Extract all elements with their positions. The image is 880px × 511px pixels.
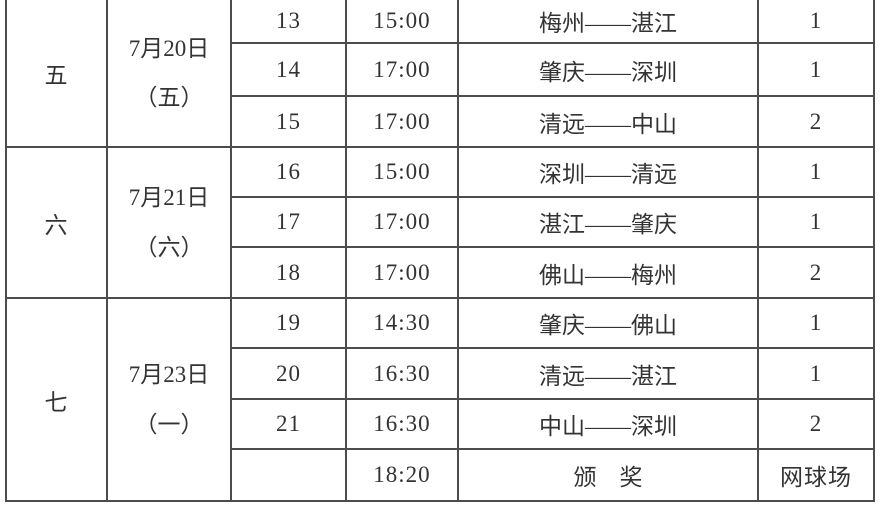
match-no-cell: 17: [230, 196, 347, 248]
date-line-2: （六）: [134, 234, 204, 260]
pairing-cell: 湛江——肇庆: [457, 196, 759, 248]
pairing-cell: 清远——湛江: [457, 347, 759, 400]
schedule-row: 七 7月23日 （一） 19 14:30 肇庆——佛山 1: [5, 297, 875, 502]
pairing-cell: 佛山——梅州: [457, 246, 759, 299]
pairing-cell: 中山——深圳: [457, 398, 759, 450]
court-cell: 1: [757, 196, 875, 248]
pairing-cell: 肇庆——佛山: [457, 297, 759, 349]
date-line-1: 7月21日: [128, 185, 210, 211]
date-line-2: （一）: [134, 411, 204, 437]
court-cell: 1: [757, 347, 875, 400]
date-cell: 7月23日 （一）: [106, 297, 232, 502]
schedule-row: 17 17:00 湛江——肇庆 1: [6, 196, 875, 248]
match-no-cell: 20: [230, 347, 347, 400]
court-cell: 1: [757, 297, 875, 349]
time-cell: 17:00: [345, 95, 459, 148]
date-cell: 7月21日 （六）: [106, 146, 232, 299]
time-cell: 17:00: [345, 42, 459, 97]
match-schedule-table: 五 7月20日 （五） 13 15:00 梅州——湛江 1 14 17:00 肇…: [5, 0, 875, 502]
schedule-row: 六 7月21日 （六） 16 15:00 深圳——清远 1: [5, 146, 875, 299]
pairing-cell: 梅州——湛江: [457, 0, 759, 44]
time-cell: 16:30: [345, 347, 459, 400]
date-line-2: （五）: [134, 85, 204, 110]
match-no-cell: 16: [230, 146, 347, 198]
match-no-cell: 15: [230, 95, 347, 148]
court-cell: 2: [757, 95, 875, 148]
round-cell: 六: [5, 146, 108, 299]
schedule-row: 20 16:30 清远——湛江 1: [6, 347, 875, 400]
court-cell: 1: [757, 0, 875, 44]
match-no-cell: 14: [230, 42, 347, 97]
match-no-cell: 18: [230, 246, 347, 299]
time-cell: 15:00: [345, 146, 459, 198]
match-no-cell: [230, 448, 347, 502]
match-no-cell: 21: [230, 398, 347, 450]
time-cell: 17:00: [345, 246, 459, 299]
court-cell: 1: [757, 42, 875, 97]
time-cell: 14:30: [345, 297, 459, 349]
schedule-row: 五 7月20日 （五） 13 15:00 梅州——湛江 1: [5, 0, 875, 148]
date-line-1: 7月23日: [128, 362, 210, 388]
schedule-row: 21 16:30 中山——深圳 2: [6, 398, 875, 450]
awards-cell: 颁 奖: [457, 448, 759, 502]
match-no-cell: 19: [230, 297, 347, 349]
schedule-row: 15 17:00 清远——中山 2: [6, 95, 875, 148]
round-cell: 五: [5, 0, 108, 148]
time-cell: 16:30: [345, 398, 459, 450]
schedule-row-awards: 18:20 颁 奖 网球场: [6, 448, 875, 502]
time-cell: 18:20: [345, 448, 459, 502]
match-no-cell: 13: [230, 0, 347, 44]
schedule-row: 14 17:00 肇庆——深圳 1: [6, 42, 875, 97]
pairing-cell: 深圳——清远: [457, 146, 759, 198]
time-cell: 15:00: [345, 0, 459, 44]
date-cell: 7月20日 （五）: [106, 0, 232, 148]
schedule-row: 18 17:00 佛山——梅州 2: [6, 246, 875, 299]
court-cell: 2: [757, 246, 875, 299]
pairing-cell: 肇庆——深圳: [457, 42, 759, 97]
date-line-1: 7月20日: [128, 35, 210, 61]
court-cell: 1: [757, 146, 875, 198]
round-cell: 七: [5, 297, 108, 502]
time-cell: 17:00: [345, 196, 459, 248]
venue-cell: 网球场: [757, 448, 875, 502]
court-cell: 2: [757, 398, 875, 450]
pairing-cell: 清远——中山: [457, 95, 759, 148]
